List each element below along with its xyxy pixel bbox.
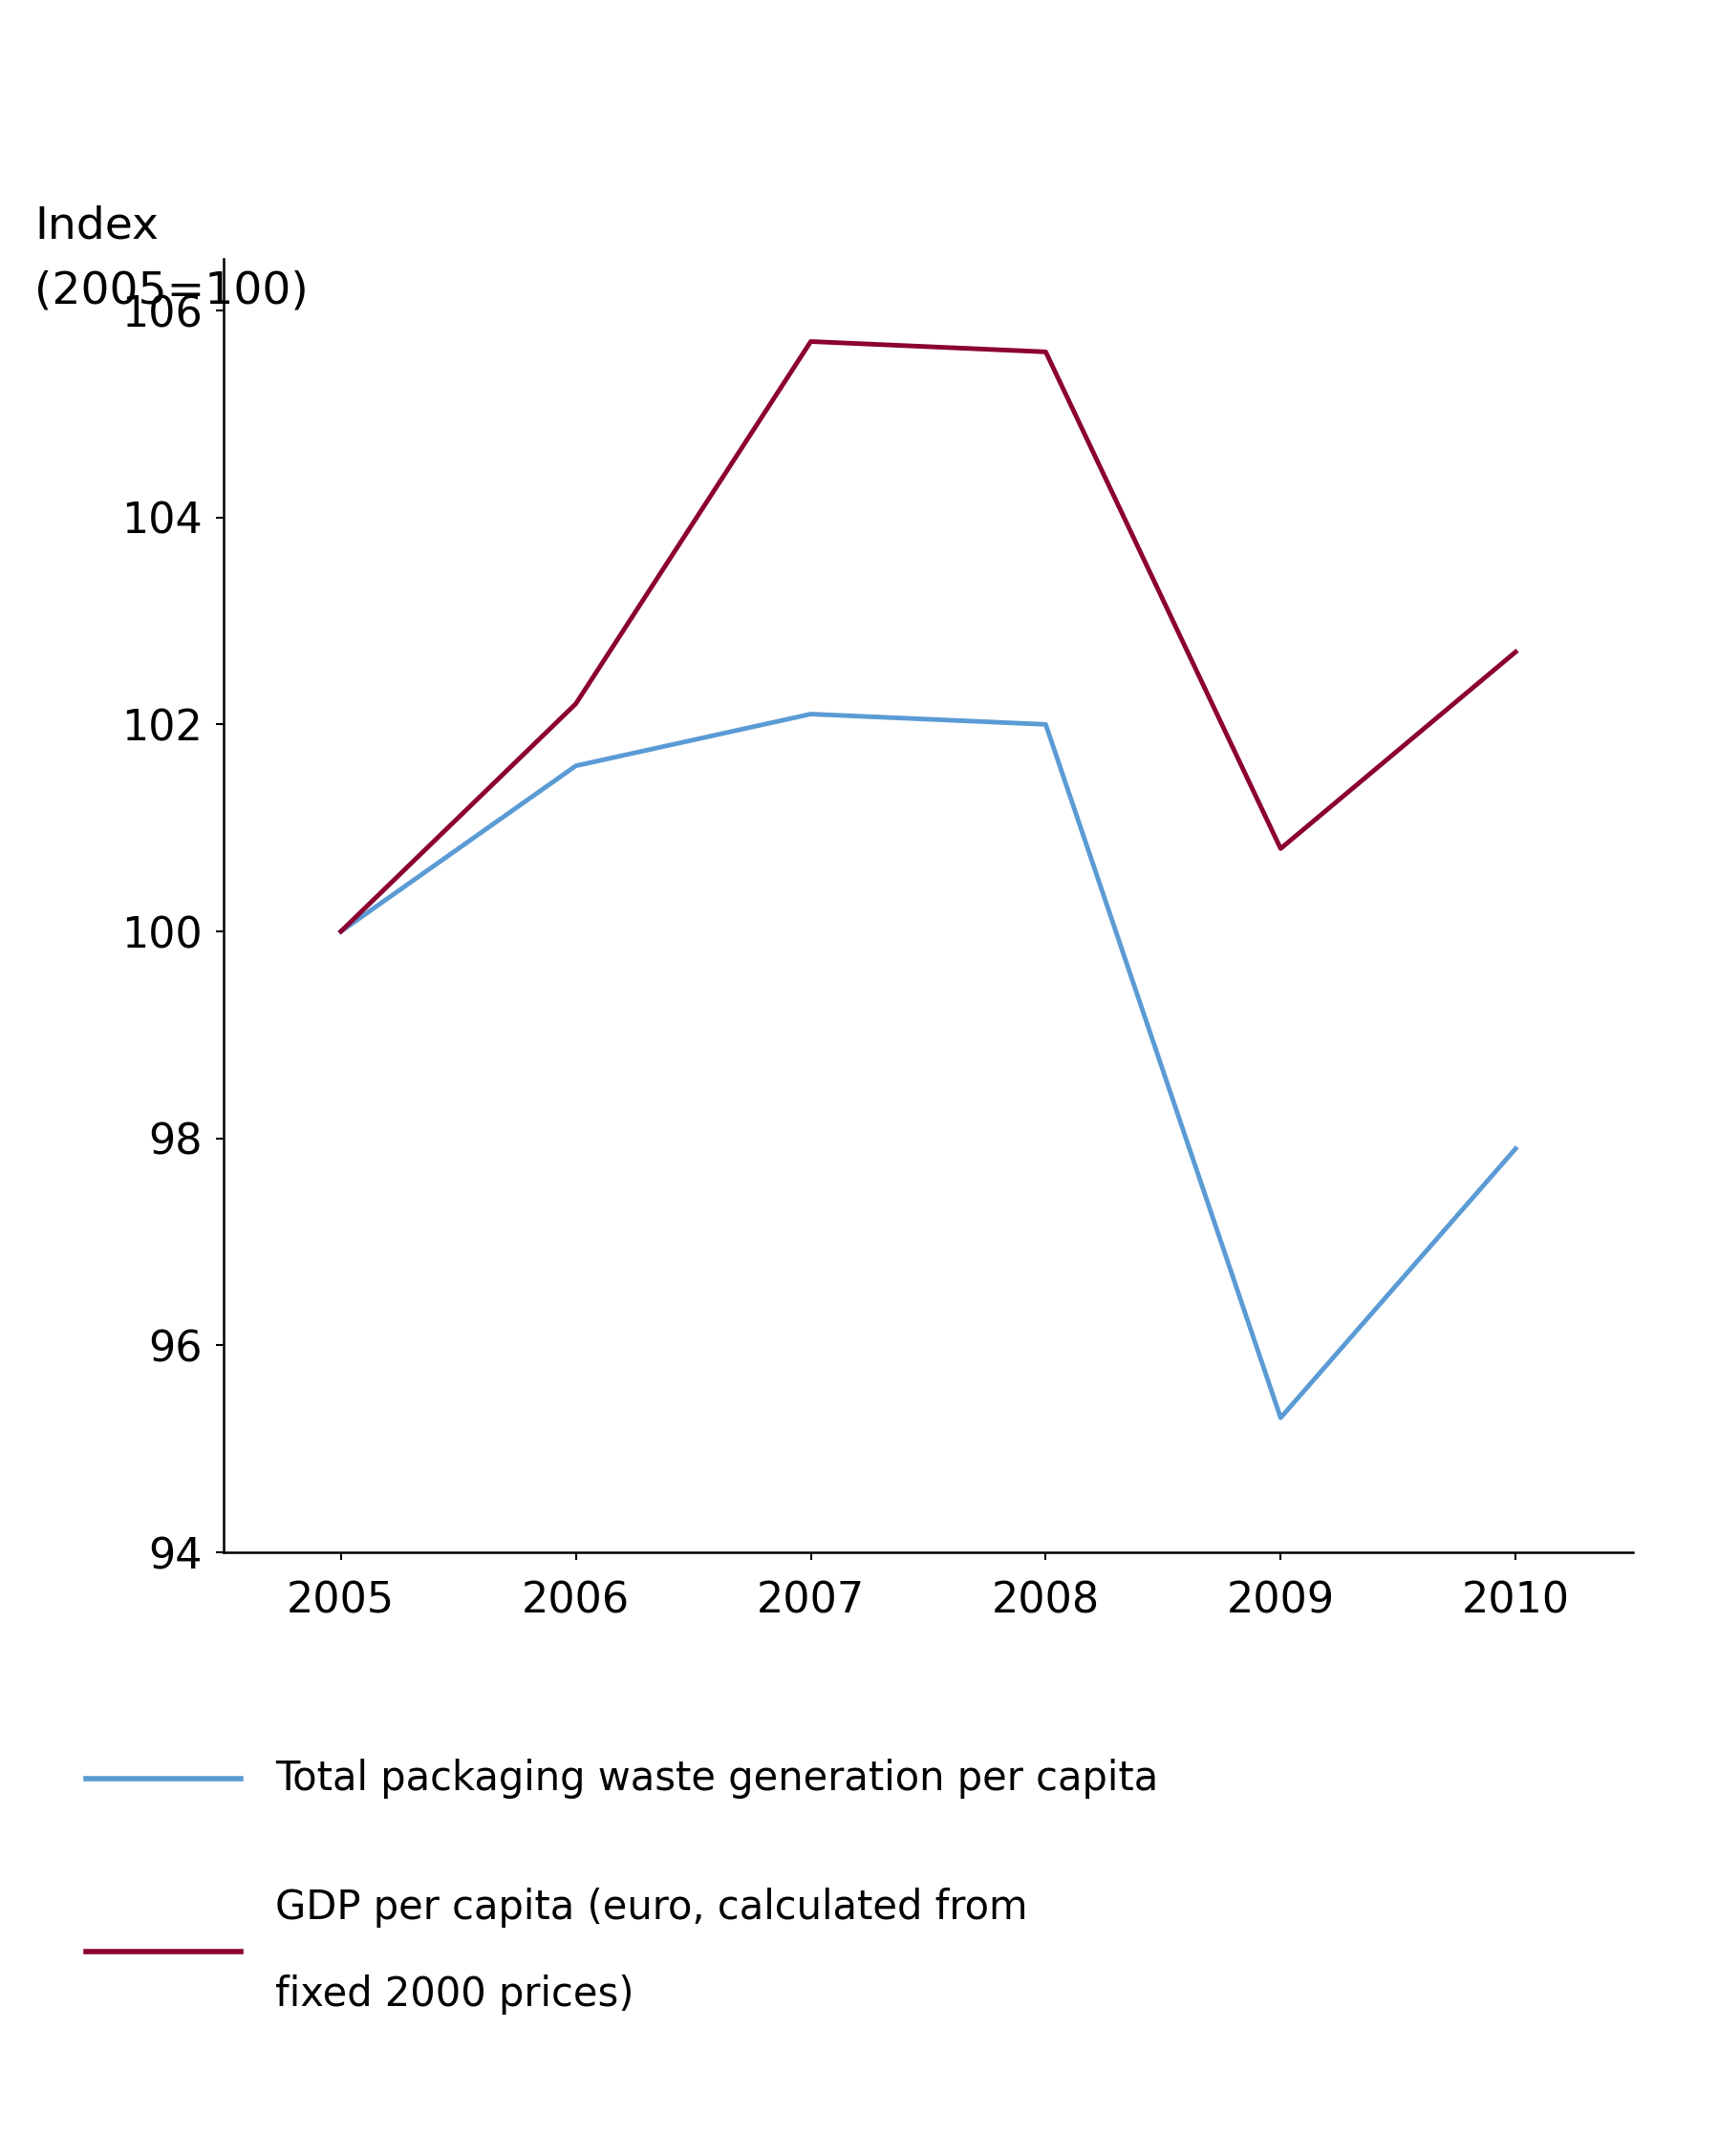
Text: (2005=100): (2005=100) <box>34 270 308 313</box>
Text: fixed 2000 prices): fixed 2000 prices) <box>275 1975 634 2014</box>
Text: Total packaging waste generation per capita: Total packaging waste generation per cap… <box>275 1759 1158 1798</box>
Text: Index: Index <box>34 205 158 248</box>
Text: GDP per capita (euro, calculated from: GDP per capita (euro, calculated from <box>275 1889 1027 1927</box>
